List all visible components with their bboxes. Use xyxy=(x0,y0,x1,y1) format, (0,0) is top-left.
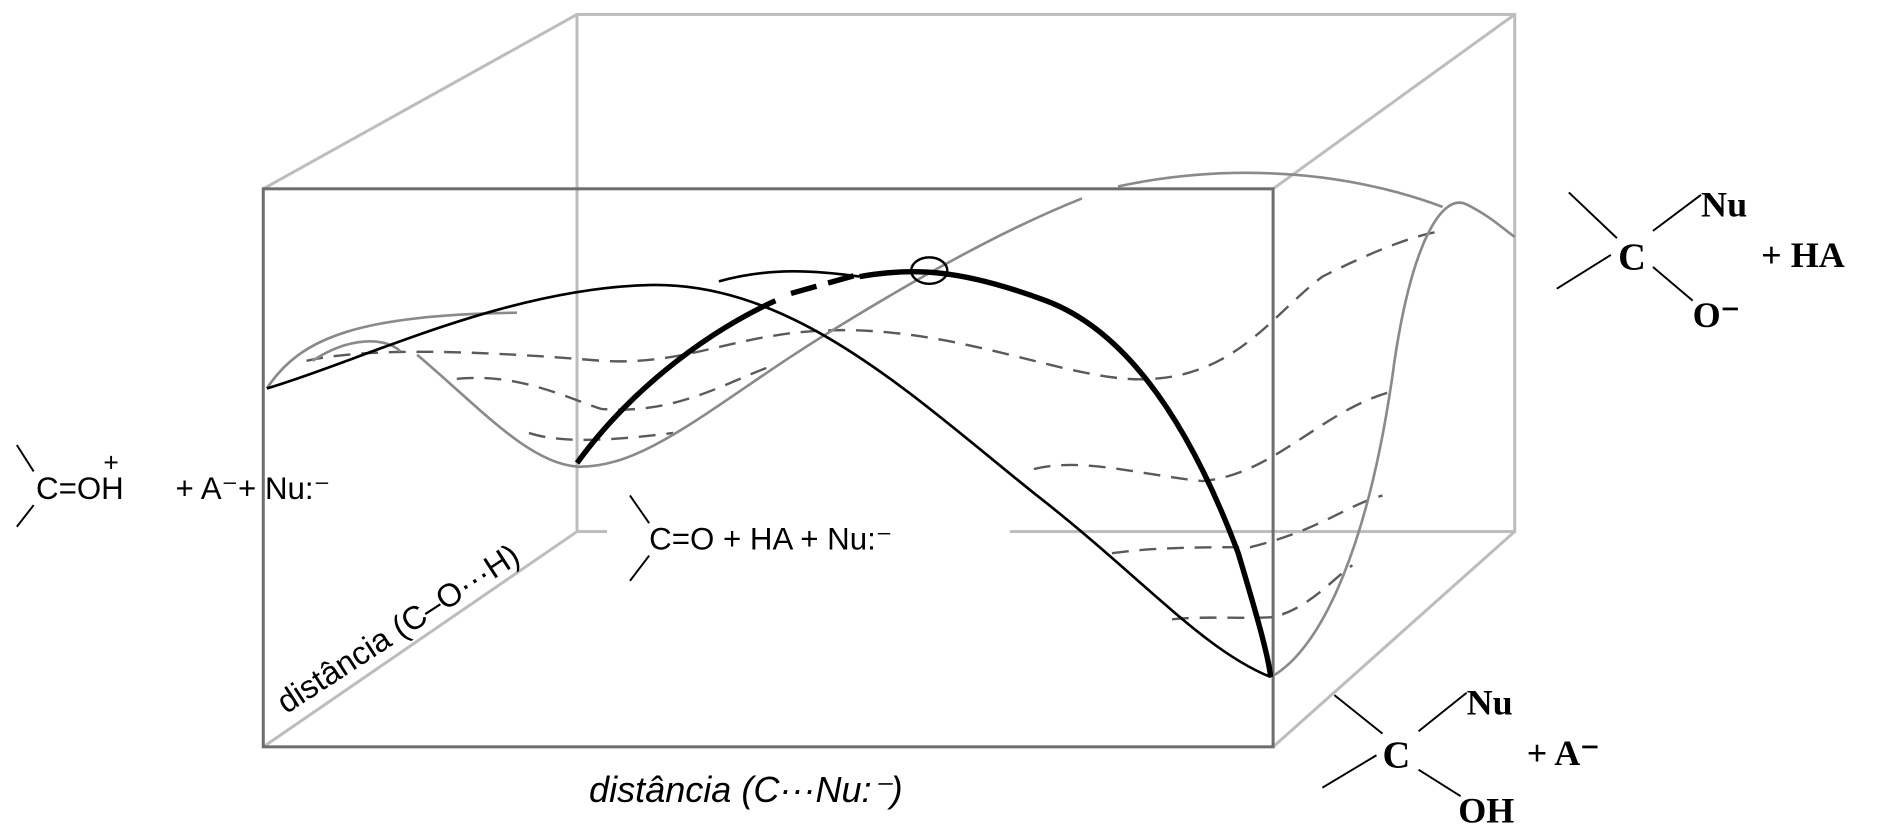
reaction-path-bold xyxy=(860,272,1271,677)
x-axis-label: distância (C···Nu:⁻) xyxy=(589,769,903,810)
contour xyxy=(1112,495,1382,553)
surface-edge xyxy=(1271,203,1515,677)
center-species: C=O + HA + Nu:⁻ xyxy=(630,495,892,580)
reagents: + A⁻ xyxy=(1527,733,1600,773)
contour xyxy=(1172,565,1352,619)
charge: + xyxy=(103,447,118,477)
box xyxy=(263,14,1514,746)
group: OH xyxy=(1458,791,1514,825)
group: Nu xyxy=(1467,682,1513,722)
bond xyxy=(17,445,34,471)
bond xyxy=(1653,195,1701,231)
bond xyxy=(1322,755,1376,787)
contour xyxy=(1034,391,1395,481)
energy-surface-diagram: C=OH + + A⁻+ Nu:⁻ C=O + HA + Nu:⁻ C Nu O… xyxy=(0,0,1885,825)
page: C=OH + + A⁻+ Nu:⁻ C=O + HA + Nu:⁻ C Nu O… xyxy=(0,0,1885,825)
left-species: C=OH + + A⁻+ Nu:⁻ xyxy=(17,445,330,527)
bond xyxy=(1569,192,1617,238)
reagents: + A⁻+ Nu:⁻ xyxy=(176,471,331,506)
bond xyxy=(17,505,34,527)
bond xyxy=(1557,255,1611,289)
atom: C xyxy=(1618,236,1646,278)
group: O⁻ xyxy=(1693,295,1740,335)
atom: C xyxy=(1382,734,1410,776)
bond xyxy=(1653,267,1693,301)
reagents: + HA xyxy=(1761,235,1845,275)
bond xyxy=(1334,695,1382,733)
top-right-species: C Nu O⁻ + HA xyxy=(1557,184,1845,335)
bottom-right-species: C Nu OH + A⁻ xyxy=(1322,682,1599,825)
formula: C=O + HA + Nu:⁻ xyxy=(649,522,892,557)
box-edge xyxy=(263,532,577,747)
surface-edge xyxy=(417,198,1082,466)
bond xyxy=(1419,770,1461,796)
reaction-path-bold xyxy=(791,274,860,293)
bond xyxy=(1419,693,1467,731)
group: Nu xyxy=(1701,184,1747,224)
box-edge xyxy=(263,14,577,188)
box-back xyxy=(577,14,1515,531)
reaction-path-bold xyxy=(577,301,775,463)
box-edge xyxy=(1273,14,1515,188)
depth-axis-label: distância (C–O···H) xyxy=(270,537,525,720)
